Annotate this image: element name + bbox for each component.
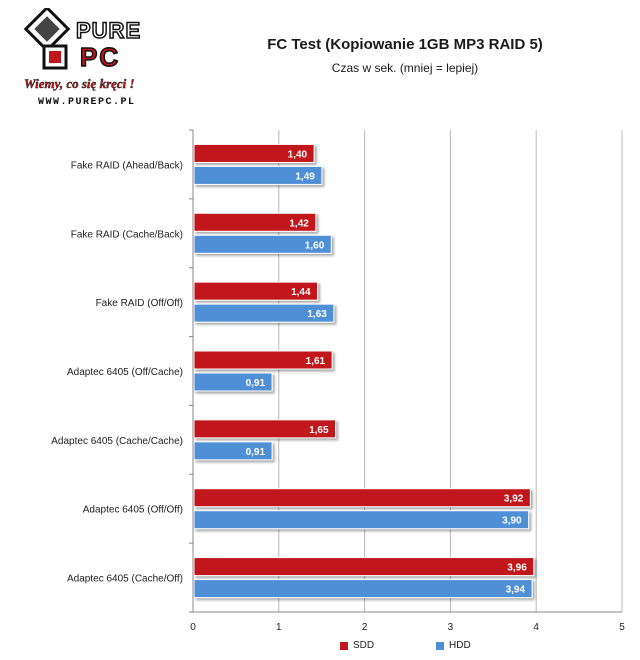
sdd-data-label: 3,96 bbox=[507, 563, 527, 574]
hdd-data-label: 0,91 bbox=[246, 378, 266, 389]
logo-brand-top: PURE bbox=[76, 18, 141, 43]
sdd-bar bbox=[193, 488, 531, 508]
category-label: Fake RAID (Ahead/Back) bbox=[71, 160, 183, 171]
chart-legend: SDD HDD bbox=[0, 640, 640, 658]
sdd-bar bbox=[193, 143, 315, 163]
legend-label: SDD bbox=[353, 640, 375, 651]
hdd-data-label: 0,91 bbox=[246, 447, 266, 458]
sdd-data-label: 1,61 bbox=[306, 356, 326, 367]
x-tick-label: 4 bbox=[533, 622, 539, 633]
sdd-data-label: 3,92 bbox=[504, 494, 524, 505]
legend-swatch bbox=[436, 641, 444, 650]
x-tick-label: 5 bbox=[619, 622, 625, 633]
hdd-bar bbox=[193, 510, 530, 530]
bar-chart: 0 1 2 3 4 5 Fake RAID (Ahead/Back) 1,40 1,49 Fake… bbox=[51, 129, 625, 633]
hdd-bar bbox=[193, 234, 332, 254]
hdd-data-label: 1,60 bbox=[305, 240, 325, 251]
x-tick-label: 0 bbox=[190, 622, 196, 633]
sdd-bar bbox=[193, 419, 337, 439]
logo-brand-bottom: PC bbox=[80, 42, 120, 72]
sdd-bar bbox=[193, 281, 319, 301]
hdd-bar bbox=[193, 579, 533, 599]
hdd-bar bbox=[193, 372, 273, 392]
legend-item-sdd: SDD bbox=[340, 640, 374, 651]
hdd-data-label: 3,90 bbox=[502, 516, 522, 527]
legend-label: HDD bbox=[449, 640, 471, 651]
category-label: Adaptec 6405 (Cache/Off) bbox=[67, 574, 183, 585]
category-label: Fake RAID (Off/Off) bbox=[96, 298, 183, 309]
sdd-data-label: 1,44 bbox=[291, 287, 311, 298]
purepc-logo: PURE PC Wiemy, co się kręci ! WWW.PUREPC… bbox=[23, 8, 141, 108]
legend-swatch bbox=[340, 641, 348, 650]
hdd-data-label: 3,94 bbox=[506, 585, 526, 596]
sdd-bar bbox=[193, 212, 317, 232]
category-label: Adaptec 6405 (Off/Off) bbox=[83, 505, 183, 516]
sdd-data-label: 1,65 bbox=[309, 425, 329, 436]
hdd-bar bbox=[193, 303, 335, 323]
x-tick-label: 3 bbox=[448, 622, 454, 633]
sdd-bar bbox=[193, 557, 535, 577]
sdd-bar bbox=[193, 350, 333, 370]
hdd-bar bbox=[193, 165, 323, 185]
hdd-bar bbox=[193, 441, 273, 461]
x-tick-label: 2 bbox=[362, 622, 368, 633]
logo-mark bbox=[23, 8, 71, 70]
logo-url: WWW.PUREPC.PL bbox=[38, 97, 136, 108]
category-label: Fake RAID (Cache/Back) bbox=[71, 229, 183, 240]
category-label: Adaptec 6405 (Off/Cache) bbox=[67, 367, 183, 378]
chart-subtitle: Czas w sek. (mniej = lepiej) bbox=[331, 61, 479, 75]
category-label: Adaptec 6405 (Cache/Cache) bbox=[51, 436, 183, 447]
sdd-data-label: 1,42 bbox=[289, 218, 309, 229]
sdd-data-label: 1,40 bbox=[288, 149, 308, 160]
hdd-data-label: 1,63 bbox=[307, 309, 327, 320]
logo-tagline: Wiemy, co się kręci ! bbox=[24, 76, 135, 91]
hdd-data-label: 1,49 bbox=[295, 171, 315, 182]
x-tick-label: 1 bbox=[276, 622, 282, 633]
chart-title: FC Test (Kopiowanie 1GB MP3 RAID 5) bbox=[267, 36, 543, 53]
legend-item-hdd: HDD bbox=[436, 640, 471, 651]
